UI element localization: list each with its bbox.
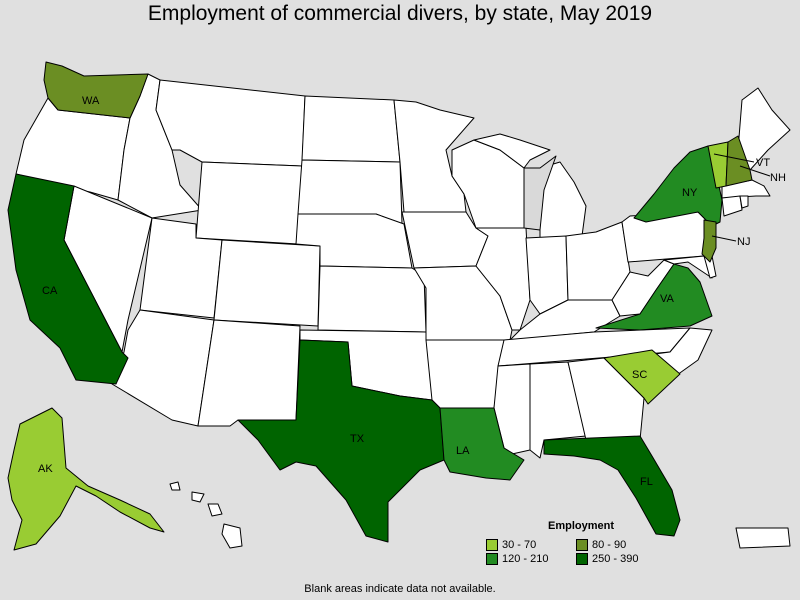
state-alaska[interactable] [7,407,165,551]
label-la: LA [456,445,470,457]
state-south-carolina[interactable] [603,349,681,405]
label-nh: NH [770,172,786,184]
state-indiana[interactable] [525,235,569,315]
legend-swatch [576,539,588,551]
state-louisiana[interactable] [439,407,525,481]
label-fl: FL [640,476,653,488]
legend-row-2: 120 - 210 250 - 390 [486,552,666,566]
legend-label: 250 - 390 [592,553,639,565]
state-hawaii-1[interactable] [169,481,181,491]
legend-swatch [576,553,588,565]
legend-swatch [486,539,498,551]
state-rhode-island[interactable] [739,195,749,209]
state-kansas[interactable] [317,265,427,333]
legend-label: 80 - 90 [592,539,627,551]
legend-label: 30 - 70 [502,539,537,551]
pointer-vt [713,153,755,163]
state-florida[interactable] [543,435,681,537]
label-sc: SC [632,369,647,381]
state-hawaii-4[interactable] [221,523,243,549]
map-title: Employment of commercial divers, by stat… [147,2,653,25]
state-california[interactable] [7,173,129,385]
state-arizona[interactable] [111,309,215,427]
label-vt: VT [756,157,770,169]
label-va: VA [660,293,675,305]
state-michigan-lake-area [523,155,557,231]
label-ca: CA [42,285,58,297]
legend-title: Employment [547,520,614,532]
pointer-lines [711,153,771,242]
legend: Employment 30 - 70 80 - 90 120 - 210 250… [486,520,666,566]
label-tx: TX [350,433,365,445]
legend-item: 30 - 70 [486,538,576,552]
label-ny: NY [682,187,698,199]
legend-swatch [486,553,498,565]
label-ak: AK [38,463,53,475]
legend-label: 120 - 210 [502,553,549,565]
state-new-jersey[interactable] [701,219,717,263]
state-maine[interactable] [737,87,791,171]
legend-row-1: 30 - 70 80 - 90 [486,538,666,552]
state-virginia[interactable] [595,263,713,331]
state-new-york[interactable] [633,145,723,227]
state-pennsylvania[interactable] [621,211,713,263]
data-states [7,61,753,551]
state-montana[interactable] [155,79,306,167]
label-wa: WA [82,95,100,107]
label-nj: NJ [737,236,750,248]
state-labels: WA CA AK TX LA FL SC VA NY NJ VT NH [38,95,786,488]
legend-item: 250 - 390 [576,552,666,566]
state-washington[interactable] [43,61,149,119]
state-texas[interactable] [237,339,445,543]
state-new-mexico[interactable] [197,319,301,427]
state-north-dakota[interactable] [301,95,401,163]
state-connecticut[interactable] [721,195,743,217]
territory-puerto-rico[interactable] [735,527,791,549]
pointer-nh [739,165,771,177]
legend-item: 80 - 90 [576,538,666,552]
state-georgia[interactable] [567,357,645,441]
state-wyoming[interactable] [195,161,303,245]
state-new-hampshire[interactable] [725,135,753,187]
state-colorado[interactable] [213,239,321,327]
pointer-nj [711,235,737,242]
state-hawaii-2[interactable] [191,491,205,503]
nodata-states [15,73,791,549]
footnote: Blank areas indicate data not available. [304,583,496,595]
legend-item: 120 - 210 [486,552,576,566]
state-hawaii-3[interactable] [207,503,223,517]
state-michigan-upper[interactable] [473,133,551,169]
